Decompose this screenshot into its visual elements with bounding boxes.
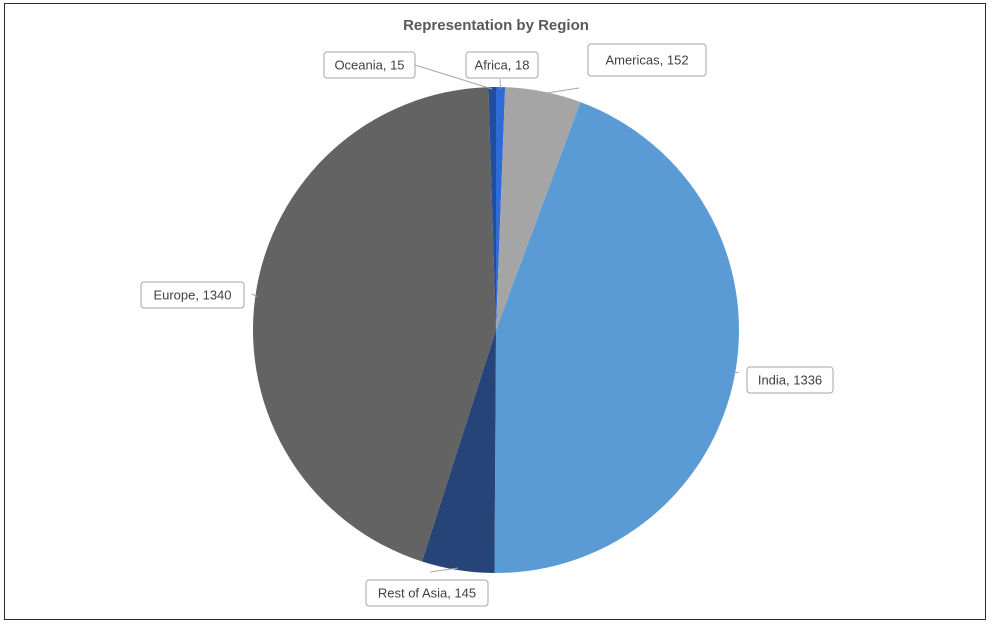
data-label-box xyxy=(746,366,834,394)
data-label-text: Europe, 1340 xyxy=(153,288,231,303)
pie-slice-oceania xyxy=(488,87,496,330)
data-label-americas: Americas, 152 xyxy=(587,43,707,77)
data-label-text: Rest of Asia, 145 xyxy=(378,586,476,601)
data-label-text: Americas, 152 xyxy=(605,53,688,68)
data-label-box xyxy=(587,43,707,77)
pie-slice-americas xyxy=(496,87,581,330)
data-label-box xyxy=(465,51,539,79)
leader-line-europe xyxy=(251,293,258,298)
pie-slices xyxy=(252,87,740,574)
data-label-box xyxy=(323,51,416,79)
leader-line-africa xyxy=(499,78,502,90)
pie-slice-africa xyxy=(496,87,506,330)
pie-slice-rest-of-asia xyxy=(422,330,496,573)
leader-line-rest-of-asia xyxy=(429,567,459,573)
label-leader-lines xyxy=(251,64,740,573)
data-label-text: India, 1336 xyxy=(758,373,822,388)
data-label-rest-of-asia: Rest of Asia, 145 xyxy=(365,579,489,607)
data-label-oceania: Oceania, 15 xyxy=(323,51,416,79)
data-label-india: India, 1336 xyxy=(746,366,834,394)
data-label-africa: Africa, 18 xyxy=(465,51,539,79)
data-label-europe: Europe, 1340 xyxy=(140,281,245,309)
data-label-box xyxy=(140,281,245,309)
leader-line-americas xyxy=(542,87,580,95)
pie-slice-india xyxy=(494,102,740,574)
data-label-box xyxy=(365,579,489,607)
chart-title: Representation by Region xyxy=(403,17,589,34)
data-label-text: Africa, 18 xyxy=(475,58,530,73)
leader-line-oceania xyxy=(414,64,493,90)
leader-line-india xyxy=(732,371,740,374)
data-label-text: Oceania, 15 xyxy=(334,58,404,73)
data-labels: Africa, 18 Americas, 152 India, 1336 Rest o… xyxy=(140,43,834,607)
pie-slice-europe xyxy=(252,87,496,562)
